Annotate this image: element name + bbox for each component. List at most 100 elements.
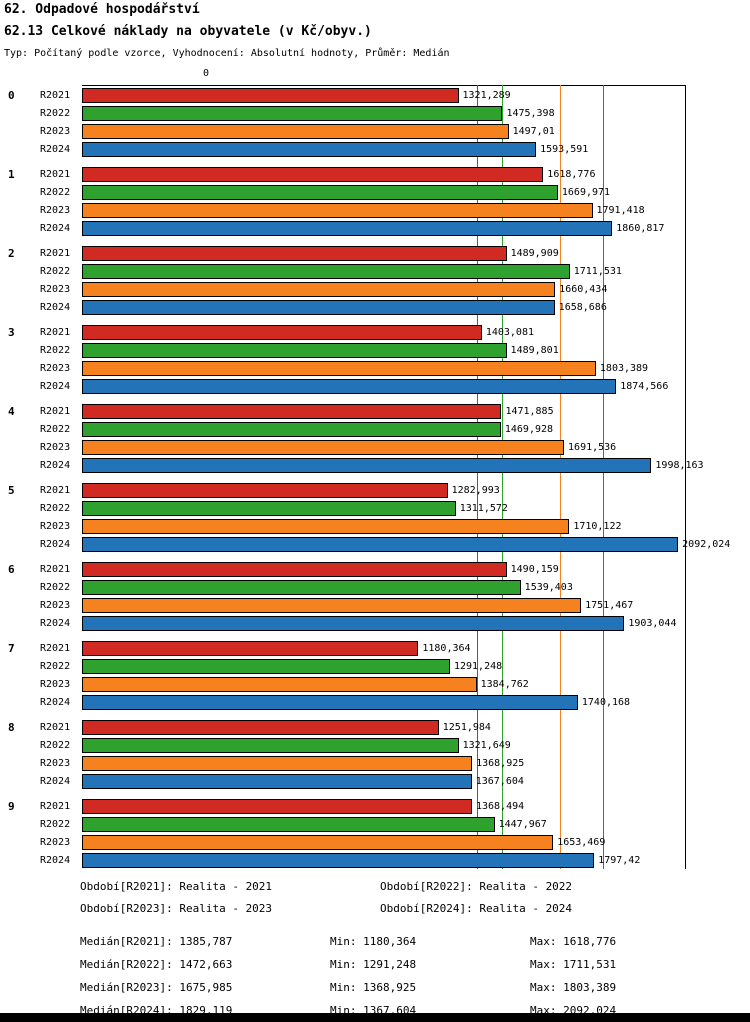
bar-row: R2022 1447,967 [0, 815, 750, 833]
group-label: 4 [8, 404, 15, 418]
bar-row: R2022 1539,403 [0, 578, 750, 596]
bar-row: 3 R2021 1403,081 [0, 323, 750, 341]
value-label: 1669,971 [561, 186, 611, 198]
group-label: 1 [8, 167, 15, 181]
bar-R2022 [82, 105, 503, 121]
bar-row: R2022 1489,801 [0, 341, 750, 359]
series-label: R2024 [40, 459, 71, 471]
value-label: 1710,122 [573, 520, 622, 532]
bar-R2022 [82, 184, 558, 200]
bar-R2021 [82, 87, 459, 103]
bar-R2024 [82, 378, 617, 394]
value-label: 1368,925 [476, 757, 525, 769]
bar-row: R2023 1653,469 [0, 833, 750, 851]
bar-R2022 [82, 579, 521, 595]
series-label: R2023 [40, 125, 71, 137]
bar-row: R2024 1998,163 [0, 456, 750, 474]
bar-row: R2022 1291,248 [0, 657, 750, 675]
bar-row: R2024 1367,604 [0, 772, 750, 790]
bar-R2023 [82, 439, 565, 455]
median-line-R2023 [559, 85, 561, 869]
bar-R2021 [82, 719, 439, 735]
stats-table: Medián[R2021]: 1385,787 Min: 1180,364 Max:… [80, 930, 740, 1022]
bar-row: R2024 1903,044 [0, 614, 750, 632]
bar-R2024 [82, 773, 472, 789]
bar-row: R2023 1751,467 [0, 596, 750, 614]
axis-zero-label: 0 [203, 68, 210, 79]
median-line-R2021 [476, 85, 478, 869]
bar-row: 5 R2021 1282,993 [0, 481, 750, 499]
bar-row: 7 R2021 1180,364 [0, 639, 750, 657]
value-label: 1593,591 [540, 143, 589, 155]
stat-median: Medián[R2023]: 1675,985 [80, 981, 233, 994]
bar-R2021 [82, 245, 507, 261]
bar-R2023 [82, 202, 593, 218]
bar-row: R2024 1658,686 [0, 298, 750, 316]
legend: Období[R2021]: Realita - 2021 Období[R202… [80, 876, 720, 920]
value-label: 1691,536 [568, 441, 617, 453]
bar-R2024 [82, 299, 555, 315]
series-label: R2022 [40, 502, 71, 514]
bar-group: 1 R2021 1618,776 R2022 1669,971 R2023 1791,418… [0, 165, 750, 237]
series-label: R2023 [40, 204, 71, 216]
bar-row: R2024 1874,566 [0, 377, 750, 395]
series-label: R2023 [40, 362, 71, 374]
bar-R2022 [82, 816, 495, 832]
value-label: 1489,909 [510, 247, 559, 259]
axis-right-line [685, 85, 686, 869]
series-label: R2022 [40, 818, 71, 830]
value-label: 1180,364 [422, 642, 471, 654]
stat-min: Min: 1180,364 [330, 935, 417, 948]
value-label: 1471,885 [505, 405, 554, 417]
bar-R2023 [82, 123, 509, 139]
bar-group: 9 R2021 1368,494 R2022 1447,967 R2023 1653,469… [0, 797, 750, 869]
stat-min: Min: 1368,925 [330, 981, 417, 994]
bar-row: 9 R2021 1368,494 [0, 797, 750, 815]
value-label: 1403,081 [485, 326, 534, 338]
bar-R2023 [82, 518, 570, 534]
indicator-title: 62.13 Celkové náklady na obyvatele (v Kč… [4, 24, 372, 39]
value-label: 1998,163 [655, 459, 704, 471]
value-label: 1490,159 [510, 563, 559, 575]
bar-row: R2024 1860,817 [0, 219, 750, 237]
bar-R2023 [82, 834, 554, 850]
bar-row: R2024 1740,168 [0, 693, 750, 711]
value-label: 2092,024 [682, 538, 731, 550]
group-label: 0 [8, 88, 15, 102]
stat-median: Medián[R2021]: 1385,787 [80, 935, 233, 948]
bar-R2023 [82, 755, 473, 771]
value-label: 1653,469 [557, 836, 606, 848]
bar-R2021 [82, 324, 482, 340]
group-label: 8 [8, 720, 15, 734]
bar-row: 1 R2021 1618,776 [0, 165, 750, 183]
legend-item: Období[R2024]: Realita - 2024 [380, 902, 573, 915]
legend-item: Období[R2022]: Realita - 2022 [380, 880, 573, 893]
value-label: 1384,762 [480, 678, 529, 690]
value-label: 1903,044 [628, 617, 677, 629]
bar-row: R2023 1497,01 [0, 122, 750, 140]
value-label: 1447,967 [498, 818, 547, 830]
value-label: 1539,403 [524, 581, 573, 593]
bar-row: 6 R2021 1490,159 [0, 560, 750, 578]
bar-R2021 [82, 640, 419, 656]
bar-R2021 [82, 403, 502, 419]
value-label: 1251,984 [442, 721, 491, 733]
bar-group: 7 R2021 1180,364 R2022 1291,248 R2023 1384,762… [0, 639, 750, 711]
bar-R2022 [82, 500, 456, 516]
bar-R2021 [82, 166, 544, 182]
series-label: R2023 [40, 520, 71, 532]
series-label: R2021 [40, 326, 71, 338]
series-label: R2022 [40, 186, 71, 198]
series-label: R2024 [40, 854, 71, 866]
median-line-R2024 [603, 85, 605, 869]
value-label: 1860,817 [616, 222, 665, 234]
bar-row: R2024 2092,024 [0, 535, 750, 553]
group-label: 2 [8, 246, 15, 260]
bar-row: R2022 1311,572 [0, 499, 750, 517]
value-label: 1711,531 [573, 265, 622, 277]
series-label: R2022 [40, 107, 71, 119]
group-label: 6 [8, 562, 15, 576]
bar-group: 5 R2021 1282,993 R2022 1311,572 R2023 1710,122… [0, 481, 750, 553]
bar-row: 2 R2021 1489,909 [0, 244, 750, 262]
series-label: R2023 [40, 836, 71, 848]
